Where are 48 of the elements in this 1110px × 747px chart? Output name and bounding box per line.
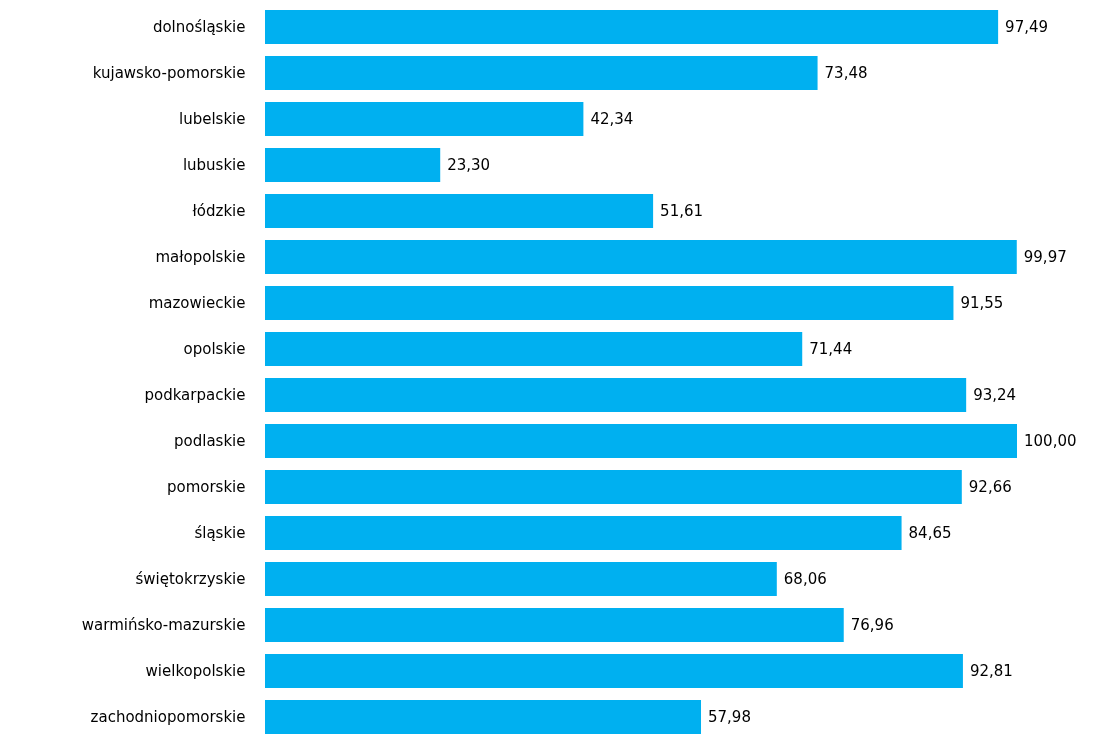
bar	[265, 193, 654, 229]
y-tick-label: lubuskie	[182, 156, 246, 174]
y-tick-label: podlaskie	[174, 432, 246, 450]
data-label: 68,06	[783, 570, 827, 588]
bar	[265, 285, 954, 321]
data-label: 100,00	[1024, 432, 1077, 450]
bar	[265, 239, 1017, 275]
data-label: 51,61	[660, 202, 704, 220]
bar	[265, 607, 844, 643]
bar	[265, 55, 818, 91]
data-label: 97,49	[1005, 18, 1049, 36]
data-label: 93,24	[973, 386, 1017, 404]
bar	[265, 101, 584, 137]
bar	[265, 9, 999, 45]
bar	[265, 331, 803, 367]
data-label: 92,66	[968, 478, 1012, 496]
data-label: 84,65	[908, 524, 952, 542]
y-tick-label: lubelskie	[179, 110, 246, 128]
y-tick-label: dolnośląskie	[152, 18, 246, 36]
data-label: 76,96	[850, 616, 894, 634]
y-tick-label: wielkopolskie	[145, 662, 246, 680]
bar	[265, 653, 963, 689]
bar	[265, 469, 962, 505]
data-label: 23,30	[447, 156, 491, 174]
bar	[265, 561, 777, 597]
bar	[265, 423, 1017, 459]
y-tick-label: podkarpackie	[144, 386, 246, 404]
y-tick-label: małopolskie	[155, 248, 246, 266]
bar	[265, 147, 441, 183]
data-label: 57,98	[708, 708, 751, 726]
y-tick-label: śląskie	[194, 524, 246, 542]
data-label: 73,48	[824, 64, 868, 82]
bar	[265, 377, 967, 413]
y-tick-label: opolskie	[183, 340, 246, 358]
data-label: 92,81	[969, 662, 1013, 680]
y-tick-label: świętokrzyskie	[135, 570, 246, 588]
bar	[265, 699, 702, 735]
data-label: 71,44	[809, 340, 853, 358]
data-label: 42,34	[590, 110, 634, 128]
y-tick-label: mazowieckie	[148, 294, 246, 312]
bar	[265, 515, 902, 551]
y-tick-label: łódzkie	[192, 202, 246, 220]
y-tick-label: pomorskie	[166, 478, 246, 496]
data-label: 99,97	[1023, 248, 1067, 266]
y-tick-label: zachodniopomorskie	[90, 708, 246, 726]
y-tick-label: warmińsko-mazurskie	[81, 616, 246, 634]
y-tick-label: kujawsko-pomorskie	[92, 64, 246, 82]
data-label: 91,55	[960, 294, 1004, 312]
